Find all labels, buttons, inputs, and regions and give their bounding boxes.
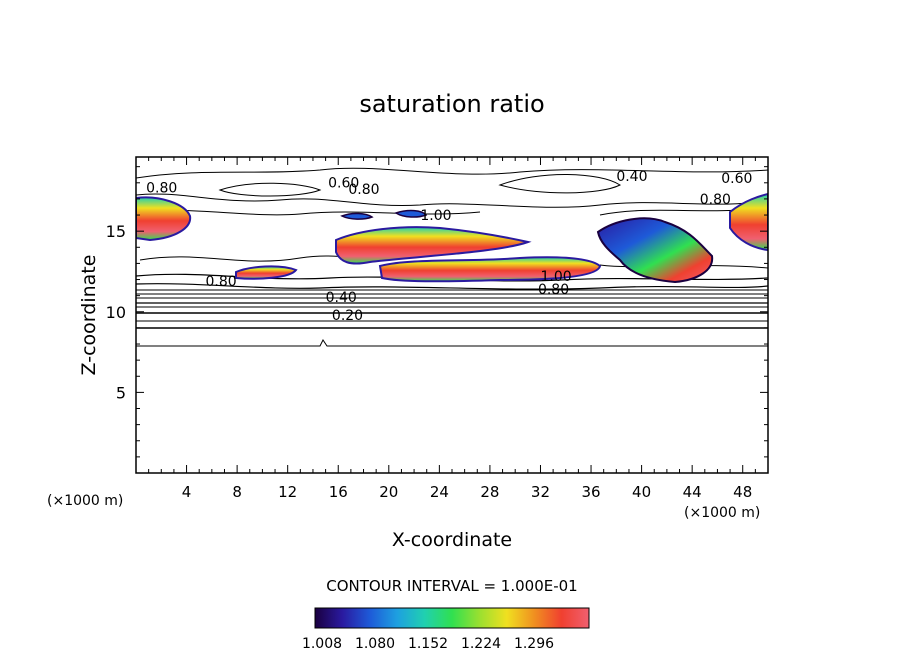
- colorbar-labels: 1.008 1.080 1.152 1.224 1.296: [302, 636, 554, 652]
- contour-label: 0.40: [326, 290, 357, 306]
- x-tick-label: 36: [581, 483, 600, 501]
- region-x19-37: [378, 256, 602, 283]
- contour-label: 0.40: [616, 169, 647, 185]
- x-tick-label: 12: [278, 483, 297, 501]
- x-axis: 4 8 12 16 20 24 28 32 36 40 44 48: [148, 157, 756, 501]
- contour-label: 0.80: [700, 192, 731, 208]
- region-small-blue-1: [340, 212, 374, 220]
- contour-label: 0.60: [721, 171, 752, 187]
- contour-lines: [136, 167, 768, 347]
- contour-label: 0.80: [348, 182, 379, 198]
- x-tick-label: 20: [379, 483, 398, 501]
- x-tick-label: 4: [182, 483, 192, 501]
- x-tick-label: 40: [632, 483, 651, 501]
- x-tick-label: 28: [480, 483, 499, 501]
- y-tick-label: 5: [116, 383, 126, 402]
- contour-interval-note: CONTOUR INTERVAL = 1.000E-01: [326, 577, 577, 595]
- x-tick-label: 44: [683, 483, 702, 501]
- colorbar-label: 1.296: [514, 636, 554, 652]
- contour-label: 0.80: [206, 274, 237, 290]
- x-tick-label: 8: [232, 483, 242, 501]
- y-tick-label: 15: [106, 222, 126, 241]
- contour-label: 0.80: [146, 180, 177, 196]
- chart-title: saturation ratio: [359, 90, 544, 118]
- colorbar-label: 1.008: [302, 636, 342, 652]
- x-tick-label: 24: [430, 483, 449, 501]
- y-axis: 5 10 15: [106, 166, 768, 458]
- x-unit-label: (×1000 m): [684, 505, 760, 521]
- region-small-blue-2: [394, 209, 428, 218]
- contour-label: 1.00: [420, 208, 451, 224]
- x-tick-label: 16: [329, 483, 348, 501]
- region-x8-12: [235, 265, 298, 280]
- colorbar-label: 1.080: [355, 636, 395, 652]
- region-x36-45: [596, 217, 714, 284]
- supersaturated-regions: [136, 192, 768, 284]
- region-left-edge: [136, 196, 192, 242]
- colorbar-label: 1.152: [408, 636, 448, 652]
- contour-label: 0.20: [332, 308, 363, 324]
- contour-labels: 0.80 0.600.800.40 0.600.801.000.800.400.20…: [146, 169, 752, 324]
- contour-label: 0.80: [538, 282, 569, 298]
- y-tick-label: 10: [106, 303, 126, 322]
- region-x16-30: [335, 226, 532, 265]
- x-axis-label: X-coordinate: [392, 529, 512, 551]
- colorbar: [314, 607, 590, 629]
- plot-area: 0.80 0.600.800.40 0.600.801.000.800.400.20…: [136, 167, 768, 347]
- z-unit-label: (×1000 m): [47, 493, 123, 509]
- region-right-edge: [729, 192, 768, 252]
- contour-label: 1.00: [540, 269, 571, 285]
- x-tick-label: 32: [531, 483, 550, 501]
- y-axis-label: Z-coordinate: [78, 255, 100, 376]
- contour-label: 0.60: [328, 176, 359, 192]
- colorbar-label: 1.224: [461, 636, 501, 652]
- x-tick-label: 48: [733, 483, 752, 501]
